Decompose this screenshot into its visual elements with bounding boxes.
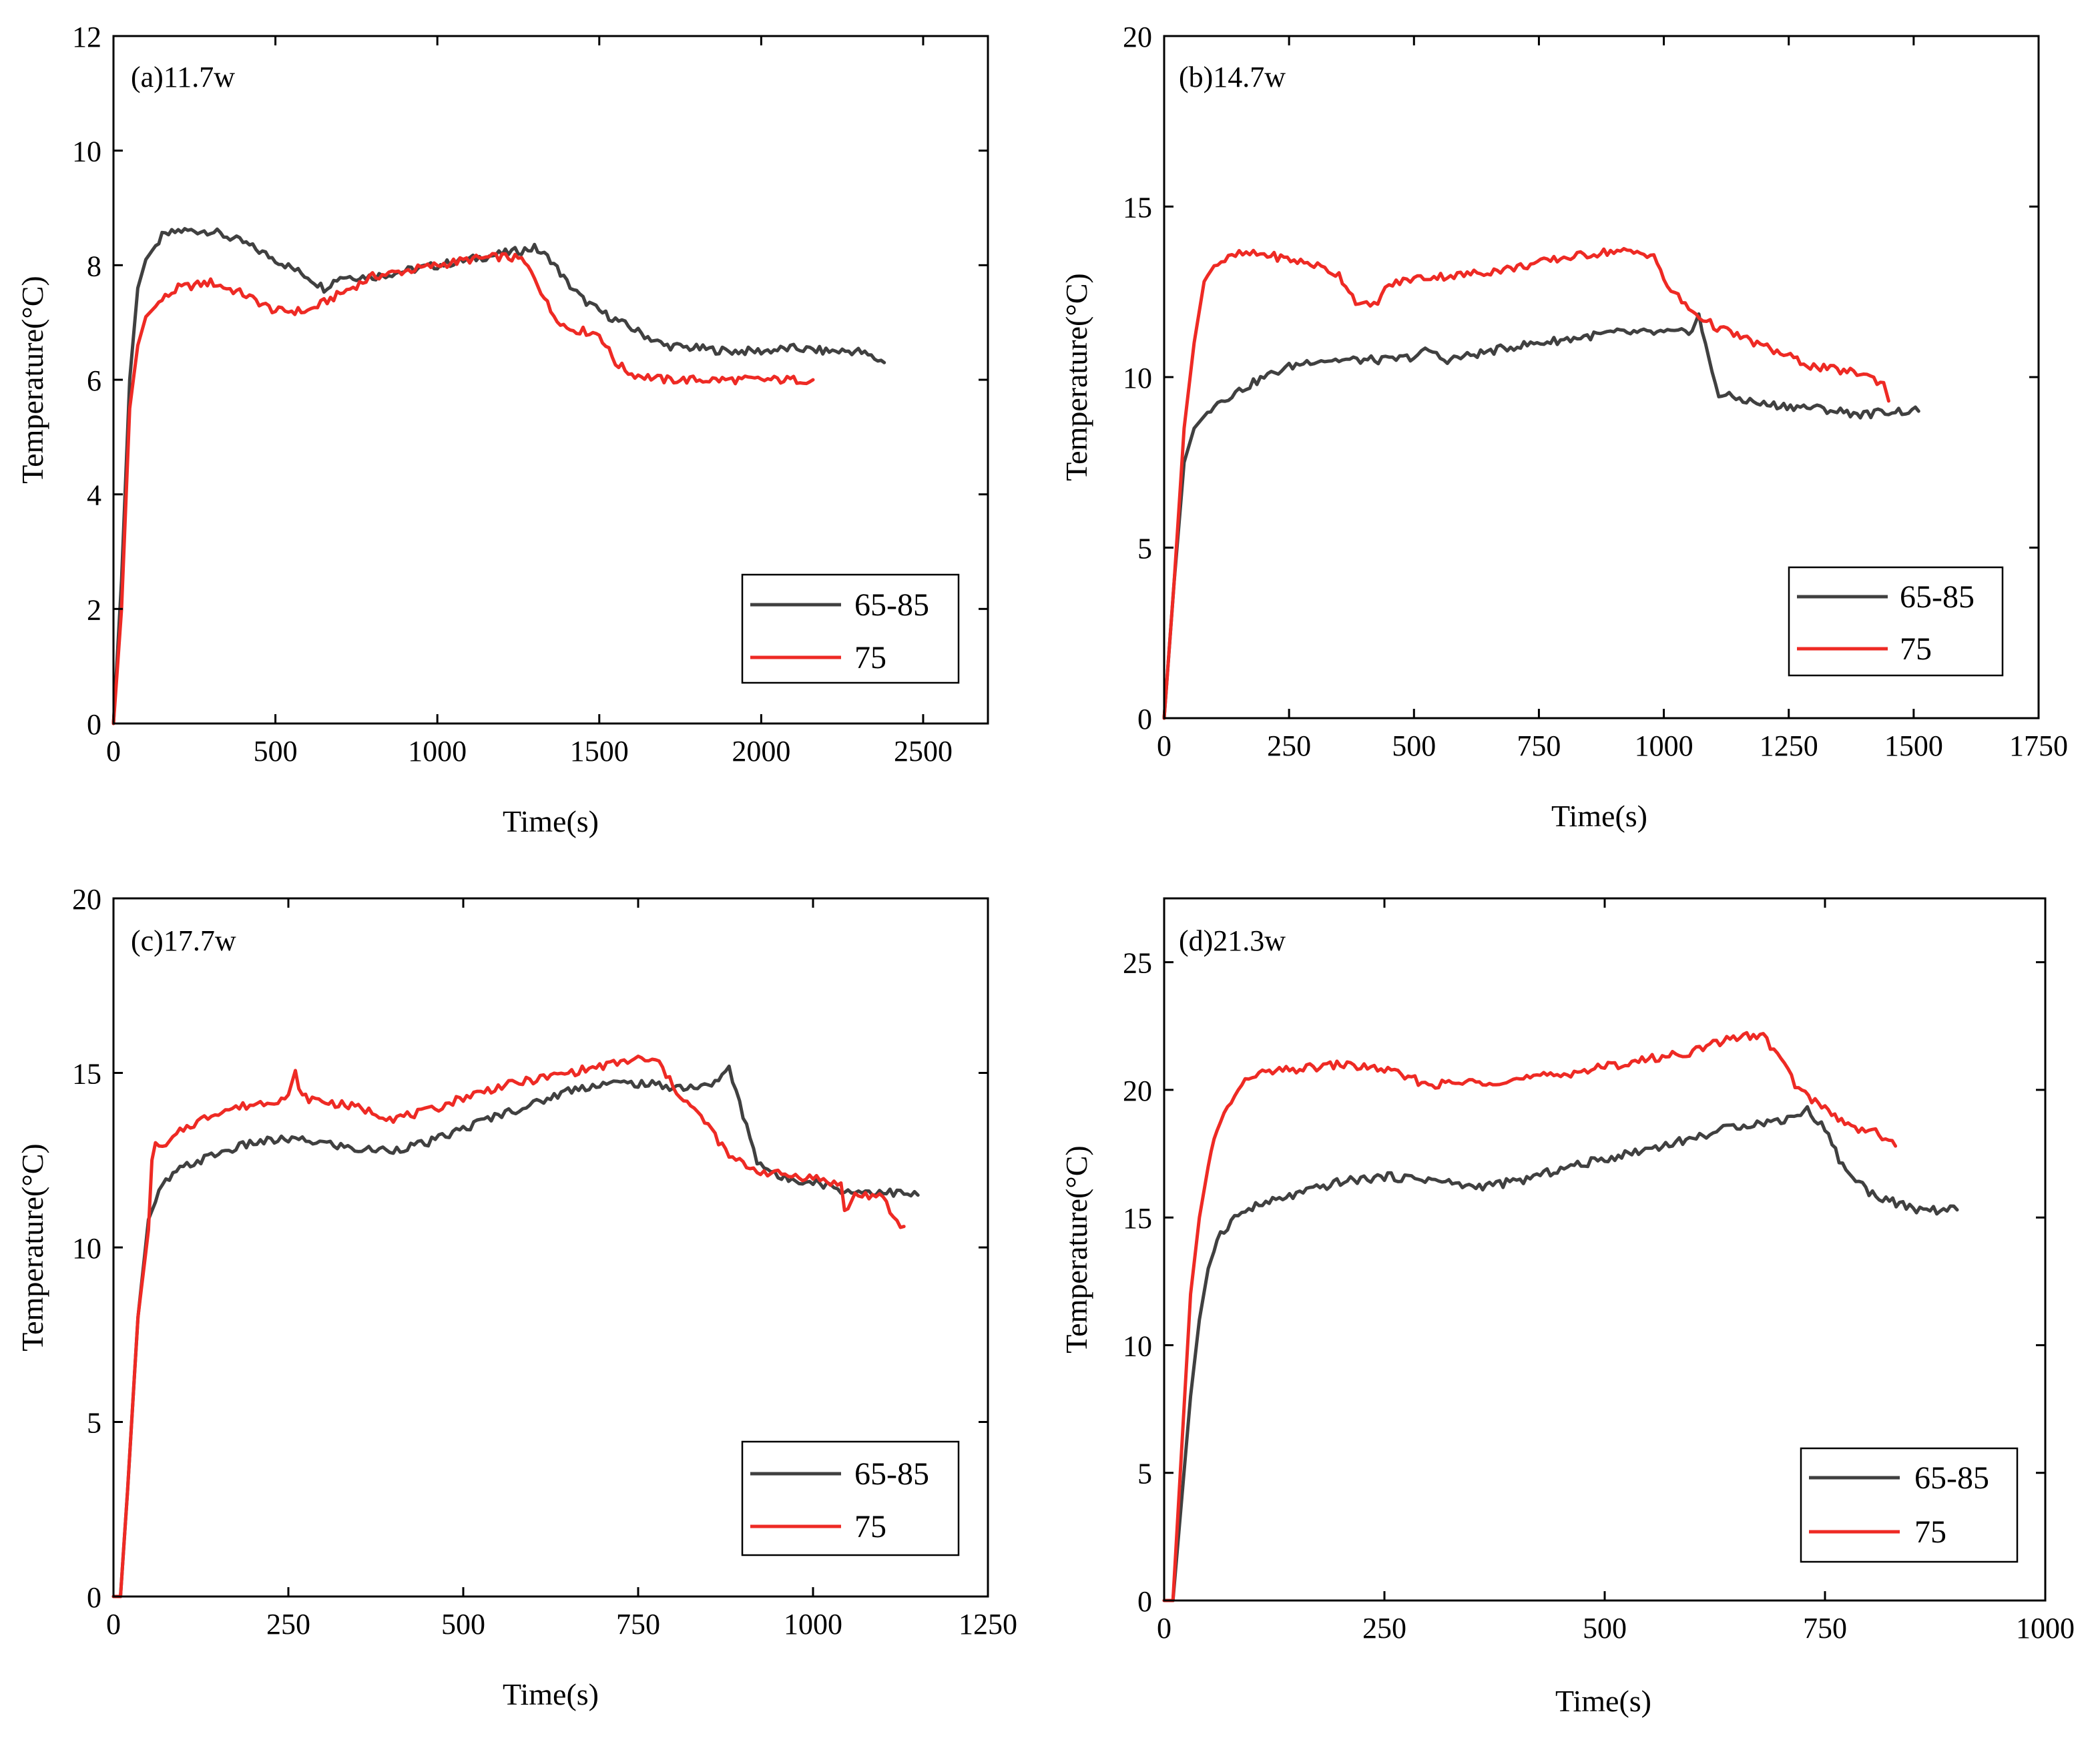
legend-label-75-a: 75 — [854, 640, 886, 675]
plot-area-b: 0 250 500 750 1000 1250 1500 1750 0 5 10 15 20 — [1123, 21, 2068, 762]
x-tick-label-b: 0 — [1157, 730, 1171, 762]
legend-label-75-d: 75 — [1914, 1514, 1946, 1550]
y-tick-label-a: 8 — [87, 250, 101, 282]
panel-label-b: (b)14.7w — [1179, 61, 1286, 93]
y-tick-label-a: 6 — [87, 364, 101, 397]
x-tick-label-d: 500 — [1583, 1612, 1627, 1645]
x-tick-label-b: 250 — [1267, 730, 1311, 762]
y-axis-label-b: Temperature(°C) — [1059, 273, 1093, 481]
legend-box-a — [741, 573, 960, 684]
y-tick-label-a: 2 — [87, 593, 101, 626]
y-tick-label-d: 10 — [1123, 1330, 1152, 1362]
y-axis-label-c: Temperature(°C) — [15, 1143, 49, 1351]
y-tick-label-c: 15 — [72, 1058, 101, 1091]
series-line-65-85-d — [1162, 1105, 1959, 1603]
chart-panel-a: 0 500 1000 1500 2000 2500 0 2 4 6 8 10 12 (a)11.7w T… — [15, 21, 989, 838]
y-axis-label-d: Temperature(°C) — [1059, 1145, 1093, 1353]
x-axis-label-b: Time(s) — [1551, 799, 1647, 833]
x-tick-label-b: 1000 — [1635, 730, 1693, 762]
legend-a: 65-85 75 — [741, 573, 960, 684]
x-tick-label-d: 1000 — [2016, 1612, 2075, 1645]
series-line-75-b — [1162, 247, 1890, 720]
legend-c: 65-85 75 — [741, 1440, 960, 1556]
x-tick-label-b: 1500 — [1884, 730, 1943, 762]
legend-box-c — [741, 1440, 960, 1556]
y-tick-label-c: 20 — [72, 883, 101, 916]
y-tick-label-d: 5 — [1137, 1458, 1152, 1490]
legend-label-65-85-d: 65-85 — [1914, 1460, 1989, 1496]
y-tick-label-b: 20 — [1123, 21, 1152, 53]
y-tick-label-c: 0 — [87, 1581, 101, 1614]
y-tick-label-d: 20 — [1123, 1075, 1152, 1107]
y-tick-label-b: 10 — [1123, 362, 1152, 394]
x-tick-label-a: 1500 — [570, 735, 629, 768]
x-tick-label-d: 750 — [1803, 1612, 1847, 1645]
plot-area-a: 0 500 1000 1500 2000 2500 0 2 4 6 8 10 12 — [72, 21, 989, 768]
y-tick-label-d: 0 — [1137, 1585, 1152, 1618]
x-tick-label-b: 500 — [1392, 730, 1436, 762]
x-tick-label-a: 2500 — [894, 735, 953, 768]
x-tick-label-c: 1000 — [784, 1608, 842, 1641]
legend-label-65-85-b: 65-85 — [1900, 579, 1975, 615]
x-tick-label-b: 750 — [1517, 730, 1561, 762]
y-tick-label-d: 25 — [1123, 947, 1152, 980]
y-tick-label-a: 0 — [87, 708, 101, 741]
x-tick-label-b: 1250 — [1760, 730, 1818, 762]
series-line-75-a — [111, 252, 815, 726]
series-line-75-c — [111, 1055, 906, 1599]
legend-label-65-85-c: 65-85 — [854, 1456, 929, 1492]
x-tick-label-a: 2000 — [732, 735, 790, 768]
x-axis-label-c: Time(s) — [503, 1677, 599, 1711]
y-tick-label-b: 0 — [1137, 703, 1152, 736]
x-tick-label-c: 0 — [106, 1608, 121, 1641]
x-tick-label-b: 1750 — [2009, 730, 2068, 762]
chart-panel-d: 0 250 500 750 1000 0 5 10 15 20 25 (d)21.3w Time(s… — [1059, 897, 2075, 1718]
x-tick-label-c: 250 — [266, 1608, 310, 1641]
legend-box-b — [1788, 566, 2004, 677]
x-axis-label-d: Time(s) — [1555, 1684, 1651, 1718]
legend-label-75-c: 75 — [854, 1509, 886, 1544]
panel-label-c: (c)17.7w — [131, 924, 236, 957]
legend-d: 65-85 75 — [1800, 1447, 2019, 1563]
plot-area-d: 0 250 500 750 1000 0 5 10 15 20 25 — [1123, 897, 2075, 1645]
x-tick-label-c: 750 — [616, 1608, 660, 1641]
x-axis-label-a: Time(s) — [503, 804, 599, 838]
x-tick-label-a: 500 — [254, 735, 298, 768]
y-tick-label-b: 5 — [1137, 533, 1152, 565]
y-tick-label-a: 4 — [87, 479, 101, 512]
legend-label-75-b: 75 — [1900, 631, 1932, 667]
legend-label-65-85-a: 65-85 — [854, 587, 929, 623]
series-line-75-d — [1162, 1031, 1898, 1603]
y-tick-label-c: 10 — [72, 1232, 101, 1265]
x-tick-label-c: 500 — [441, 1608, 485, 1641]
y-axis-label-a: Temperature(°C) — [15, 276, 49, 483]
y-tick-label-a: 10 — [72, 135, 101, 168]
legend-box-d — [1800, 1447, 2019, 1563]
x-tick-label-d: 250 — [1362, 1612, 1406, 1645]
series-line-65-85-b — [1162, 312, 1920, 720]
plot-area-c: 0 250 500 750 1000 1250 0 5 10 15 20 — [72, 883, 1017, 1641]
chart-panel-b: 0 250 500 750 1000 1250 1500 1750 0 5 10 15 20 (b)14… — [1059, 21, 2068, 833]
x-tick-label-d: 0 — [1157, 1612, 1171, 1645]
series-line-65-85-c — [111, 1065, 920, 1599]
y-tick-label-b: 15 — [1123, 192, 1152, 224]
y-tick-label-a: 12 — [72, 21, 101, 53]
panel-label-a: (a)11.7w — [131, 61, 235, 93]
y-tick-label-d: 15 — [1123, 1202, 1152, 1235]
x-tick-label-c: 1250 — [959, 1608, 1017, 1641]
x-tick-label-a: 0 — [106, 735, 121, 768]
panel-label-d: (d)21.3w — [1179, 924, 1286, 957]
y-tick-label-c: 5 — [87, 1407, 101, 1440]
x-tick-label-a: 1000 — [408, 735, 467, 768]
legend-b: 65-85 75 — [1788, 566, 2004, 677]
chart-panel-c: 0 250 500 750 1000 1250 0 5 10 15 20 (c)17.7w Time… — [15, 883, 1017, 1711]
